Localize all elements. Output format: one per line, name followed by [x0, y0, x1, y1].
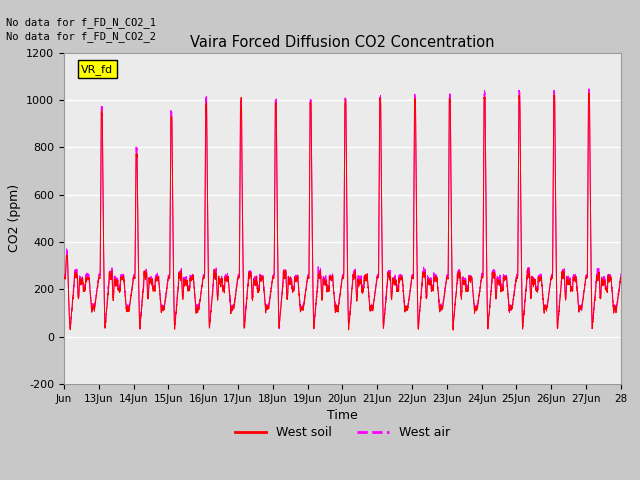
West soil — [390, 277, 397, 283]
Line: West air: West air — [64, 89, 621, 329]
Line: West soil: West soil — [64, 93, 621, 330]
Text: No data for f_FD_N_CO2_2: No data for f_FD_N_CO2_2 — [6, 31, 156, 42]
West air — [473, 306, 481, 312]
West soil — [449, 327, 457, 333]
West soil — [88, 308, 96, 314]
West air — [88, 305, 96, 311]
West soil — [262, 307, 269, 313]
Legend: West soil, West air: West soil, West air — [230, 421, 454, 444]
Title: Vaira Forced Diffusion CO2 Concentration: Vaira Forced Diffusion CO2 Concentration — [190, 35, 495, 50]
West soil — [414, 309, 422, 315]
Text: VR_fd: VR_fd — [81, 64, 113, 74]
West air — [449, 326, 457, 332]
West air — [390, 278, 397, 284]
West soil — [586, 90, 593, 96]
Y-axis label: CO2 (ppm): CO2 (ppm) — [8, 184, 20, 252]
Text: No data for f_FD_N_CO2_1: No data for f_FD_N_CO2_1 — [6, 17, 156, 28]
West air — [262, 307, 269, 313]
West soil — [473, 307, 481, 312]
West soil — [617, 275, 625, 280]
West air — [585, 86, 593, 92]
West soil — [60, 275, 68, 280]
West air — [617, 271, 625, 276]
West air — [414, 308, 422, 314]
X-axis label: Time: Time — [327, 409, 358, 422]
West air — [60, 272, 68, 277]
West soil — [503, 274, 511, 280]
West air — [503, 273, 511, 279]
